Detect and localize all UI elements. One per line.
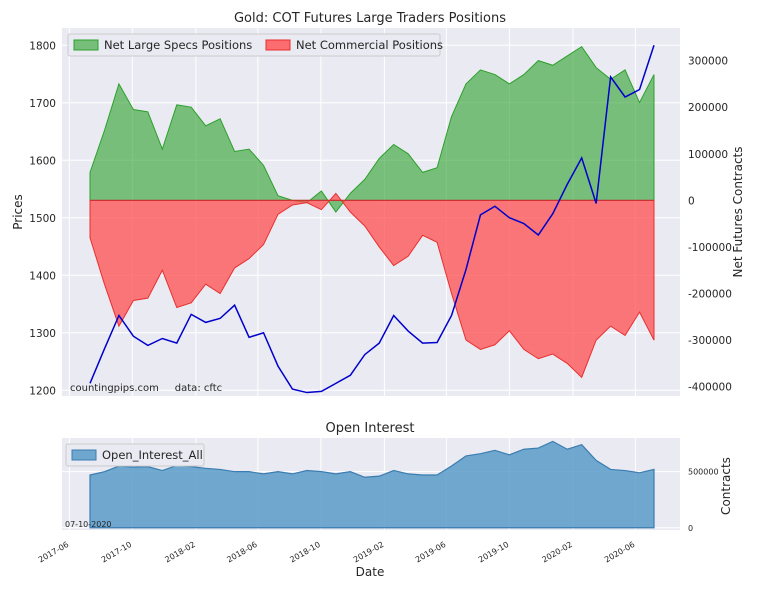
legend-swatch-commercial <box>265 39 291 51</box>
price-line <box>89 45 655 394</box>
left-tick-labels: 1200 1300 1400 1500 1600 1700 1800 <box>29 40 56 397</box>
date-tick-label: 2018-06 <box>225 540 258 565</box>
bottom-legend: Open_Interest_All <box>65 443 205 467</box>
left-tick-label: 1600 <box>29 155 56 167</box>
date-tick-label: 2019-06 <box>414 540 447 565</box>
top-area-series <box>89 45 655 379</box>
right-tick-label: 200000 <box>688 102 728 114</box>
left-tick-label: 1400 <box>29 270 56 282</box>
price-series <box>89 45 655 394</box>
left-tick-label: 1500 <box>29 213 56 225</box>
left-tick-label: 1200 <box>29 385 56 397</box>
legend-label-open-interest: Open_Interest_All <box>102 448 203 462</box>
bottom-right-tick-label: 0 <box>688 524 693 533</box>
date-tick-label: 2020-02 <box>540 540 573 565</box>
legend-label-commercial: Net Commercial Positions <box>296 38 443 52</box>
right-tick-label: -100000 <box>688 242 732 254</box>
left-tick-label: 1700 <box>29 98 56 110</box>
right-tick-label: -200000 <box>688 289 732 301</box>
bottom-right-tick-labels: 0 500000 <box>688 468 719 533</box>
top-legend: Net Large Specs Positions Net Commercial… <box>67 33 443 57</box>
specs-area <box>89 45 655 213</box>
left-axis-label: Prices <box>11 194 25 230</box>
date-tick-label: 2017-06 <box>37 540 70 565</box>
left-tick-label: 1300 <box>29 328 56 340</box>
right-tick-label: 0 <box>688 195 695 207</box>
date-tick-labels: 2017-06 2017-10 2018-02 2018-06 2018-10 2019-… <box>37 540 637 565</box>
right-tick-label: -400000 <box>688 382 732 394</box>
date-tick-label: 2020-06 <box>603 540 636 565</box>
left-tick-label: 1800 <box>29 40 56 52</box>
right-tick-labels: -400000 -300000 -200000 -100000 0 100000 20000… <box>688 56 732 394</box>
bottom-chart-title: Open Interest <box>326 421 415 436</box>
date-tick-label: 2019-02 <box>352 540 385 565</box>
legend-swatch-open-interest <box>71 449 97 461</box>
commercial-area <box>89 192 655 379</box>
legend-label-specs: Net Large Specs Positions <box>104 38 252 52</box>
bottom-right-axis-label: Contracts <box>719 457 733 515</box>
watermark-text: countingpips.com data: cftc <box>70 383 222 394</box>
right-tick-label: 100000 <box>688 149 728 161</box>
date-tick-label: 2019-10 <box>477 540 510 565</box>
bottom-right-tick-label: 500000 <box>688 468 719 477</box>
date-label: 07-10-2020 <box>65 520 112 529</box>
right-tick-label: -300000 <box>688 335 732 347</box>
date-tick-label: 2018-10 <box>288 540 321 565</box>
x-axis-label: Date <box>356 565 385 579</box>
right-tick-label: 300000 <box>688 56 728 68</box>
date-tick-label: 2017-10 <box>100 540 133 565</box>
legend-swatch-specs <box>73 39 99 51</box>
right-axis-label: Net Futures Contracts <box>731 146 745 277</box>
date-tick-label: 2018-02 <box>163 540 196 565</box>
top-chart-title: Gold: COT Futures Large Traders Position… <box>234 11 506 26</box>
